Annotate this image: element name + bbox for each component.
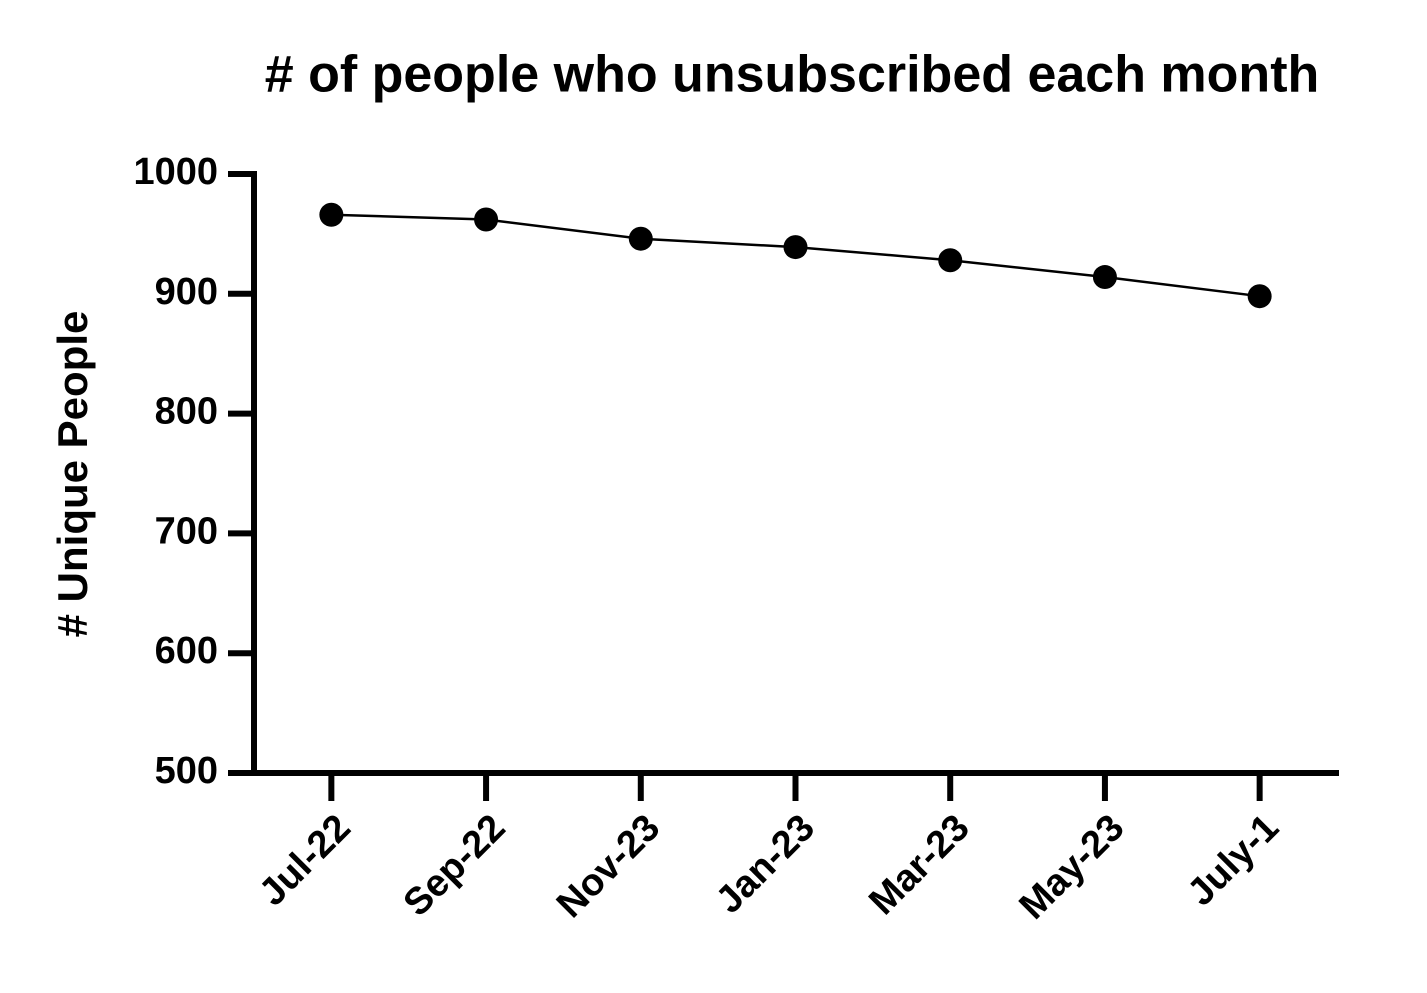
x-tick-label: Mar-23 xyxy=(861,807,977,923)
marker xyxy=(474,207,499,232)
x-tick-label: May-23 xyxy=(1012,807,1133,928)
y-tick-label: 1000 xyxy=(133,151,218,193)
marker xyxy=(319,202,344,227)
y-tick-label: 800 xyxy=(155,391,218,433)
x-tick-label: Jan-23 xyxy=(708,807,823,922)
marker xyxy=(628,226,653,251)
y-tick-label: 600 xyxy=(155,630,218,672)
marker xyxy=(1247,284,1272,309)
x-tick-label: Jul-22 xyxy=(251,807,358,914)
y-tick-label: 500 xyxy=(155,750,218,792)
y-tick-label: 900 xyxy=(155,271,218,313)
x-tick-label: Nov-23 xyxy=(549,807,668,926)
marker xyxy=(1092,265,1117,290)
chart-title: # of people who unsubscribed each month xyxy=(265,46,1320,104)
x-tick-label: Sep-22 xyxy=(396,807,514,925)
y-axis-label: # Unique People xyxy=(49,311,96,638)
y-tick-label: 700 xyxy=(155,510,218,552)
marker xyxy=(783,235,808,260)
marker xyxy=(938,248,963,273)
x-tick-label: July-1 xyxy=(1180,807,1287,914)
